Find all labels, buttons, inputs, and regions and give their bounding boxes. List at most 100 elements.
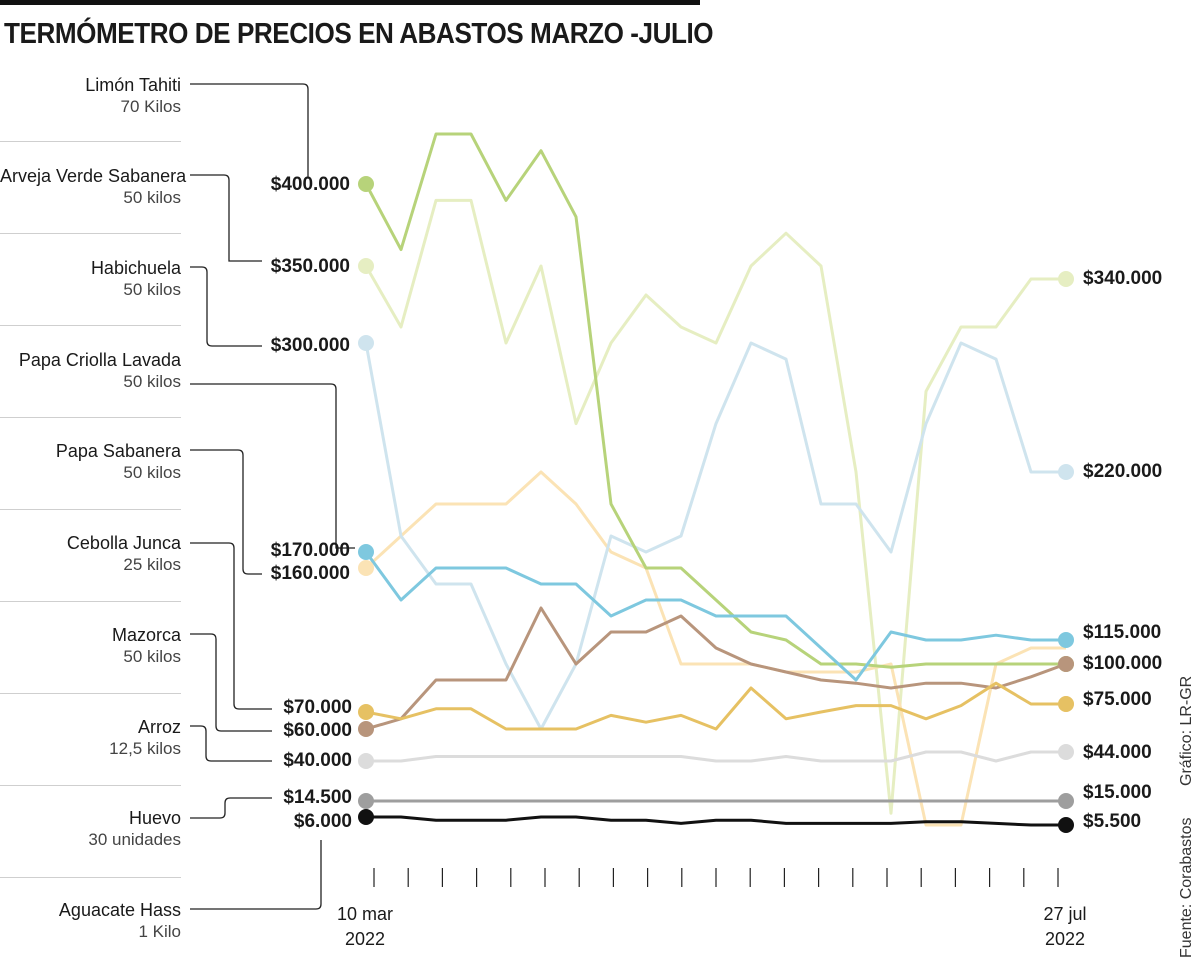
- separator: [0, 141, 181, 142]
- chart-title: TERMÓMETRO DE PRECIOS EN ABASTOS MARZO -…: [4, 18, 714, 50]
- product-papa-criolla: Papa Criolla Lavada 50 kilos: [0, 349, 181, 393]
- start-dot-2: [358, 335, 374, 351]
- start-dot-7: [358, 753, 374, 769]
- end-value: $15.000: [1083, 782, 1152, 803]
- start-dot-3: [358, 544, 374, 560]
- end-dot-1: [1058, 271, 1074, 287]
- end-value: $100.000: [1083, 653, 1163, 674]
- end-dot-8: [1058, 793, 1074, 809]
- product-name: Cebolla Junca: [66, 533, 181, 553]
- start-value: $70.000: [283, 697, 352, 718]
- product-unit: 50 kilos: [123, 372, 181, 391]
- start-dot-9: [358, 809, 374, 825]
- product-huevo: Huevo 30 unidades: [0, 807, 181, 851]
- end-dot-5: [1058, 656, 1074, 672]
- series-line-7: [366, 750, 1066, 763]
- product-papa-sabanera: Papa Sabanera 50 kilos: [0, 440, 181, 484]
- series-line-0: [364, 132, 1066, 669]
- product-unit: 12,5 kilos: [109, 739, 181, 758]
- product-name: Huevo: [128, 808, 181, 828]
- product-cebolla: Cebolla Junca 25 kilos: [0, 532, 181, 576]
- product-unit: 50 kilos: [123, 647, 181, 666]
- start-value: $6.000: [293, 811, 352, 832]
- end-value: $44.000: [1083, 742, 1152, 763]
- separator: [0, 785, 181, 786]
- product-unit: 50 kilos: [123, 188, 181, 207]
- title-bar: [0, 0, 700, 5]
- connector-cebolla: [190, 542, 272, 710]
- product-unit: 70 Kilos: [120, 97, 181, 116]
- connector-mazorca: [190, 633, 272, 732]
- x-end-label: 27 jul 2022: [1020, 902, 1110, 952]
- start-value: $60.000: [283, 720, 352, 741]
- end-value: $5.500: [1083, 811, 1142, 832]
- series-line-6: [365, 681, 1066, 731]
- start-value: $400.000: [270, 174, 350, 195]
- series-line-2: [364, 341, 1066, 731]
- product-name: Habichuela: [90, 258, 181, 278]
- start-dot-8: [358, 793, 374, 809]
- connector-papa-sabanera: [190, 449, 262, 575]
- end-value: $75.000: [1083, 689, 1152, 710]
- connector-aguacate: [190, 840, 322, 910]
- x-start-date: 10 mar: [336, 904, 394, 924]
- separator: [0, 417, 181, 418]
- product-unit: 25 kilos: [123, 555, 181, 574]
- series-line-3: [364, 551, 1066, 682]
- end-value: $340.000: [1083, 268, 1163, 289]
- connector-arveja: [190, 174, 262, 262]
- x-start-year: 2022: [344, 929, 386, 949]
- product-name: Aguacate Hass: [58, 900, 181, 920]
- connector-huevo: [190, 797, 272, 819]
- connector-papa-criolla: [190, 383, 355, 549]
- separator: [0, 877, 181, 878]
- product-unit: 30 unidades: [88, 830, 181, 849]
- connector-habichuela: [190, 266, 262, 347]
- product-habichuela: Habichuela 50 kilos: [0, 257, 181, 301]
- source-text: Fuente: Corabastos: [1178, 817, 1195, 958]
- x-start-label: 10 mar 2022: [320, 902, 410, 952]
- separator: [0, 233, 181, 234]
- product-arveja: Arveja Verde Sabanera 50 kilos: [0, 165, 187, 209]
- product-name: Papa Criolla Lavada: [18, 350, 181, 370]
- end-dot-7: [1058, 744, 1074, 760]
- end-dot-9: [1058, 817, 1074, 833]
- start-dot-4: [358, 560, 374, 576]
- product-name: Arveja Verde Sabanera: [0, 166, 187, 186]
- product-aguacate: Aguacate Hass 1 Kilo: [0, 899, 181, 943]
- product-arroz: Arroz 12,5 kilos: [0, 716, 181, 760]
- start-dot-0: [358, 176, 374, 192]
- separator: [0, 325, 181, 326]
- start-dot-6: [358, 704, 374, 720]
- start-dot-1: [358, 258, 374, 274]
- end-value: $220.000: [1083, 461, 1163, 482]
- connector-arroz: [190, 725, 272, 762]
- start-value: $160.000: [270, 563, 350, 584]
- product-name: Arroz: [137, 717, 181, 737]
- series-line-9: [366, 815, 1066, 827]
- start-value: $40.000: [283, 750, 352, 771]
- start-dot-5: [358, 721, 374, 737]
- connector-limon: [190, 83, 309, 178]
- start-value: $14.500: [283, 787, 352, 808]
- end-dot-6: [1058, 696, 1074, 712]
- product-unit: 50 kilos: [123, 280, 181, 299]
- series-line-4: [364, 470, 1066, 827]
- x-end-date: 27 jul: [1043, 904, 1087, 924]
- product-name: Papa Sabanera: [55, 441, 181, 461]
- product-name: Mazorca: [111, 625, 181, 645]
- end-dot-3: [1058, 632, 1074, 648]
- product-limon: Limón Tahiti 70 Kilos: [0, 74, 181, 118]
- product-name: Limón Tahiti: [85, 75, 181, 95]
- end-value: $115.000: [1083, 622, 1162, 643]
- product-unit: 1 Kilo: [138, 922, 181, 941]
- credit-text: Gráfico: LR-GR: [1178, 675, 1195, 786]
- product-unit: 50 kilos: [123, 463, 181, 482]
- start-value: $350.000: [270, 256, 350, 277]
- start-value: $170.000: [270, 540, 350, 561]
- series-line-5: [365, 606, 1067, 731]
- separator: [0, 509, 181, 510]
- end-dot-2: [1058, 464, 1074, 480]
- series-line-1: [364, 198, 1066, 815]
